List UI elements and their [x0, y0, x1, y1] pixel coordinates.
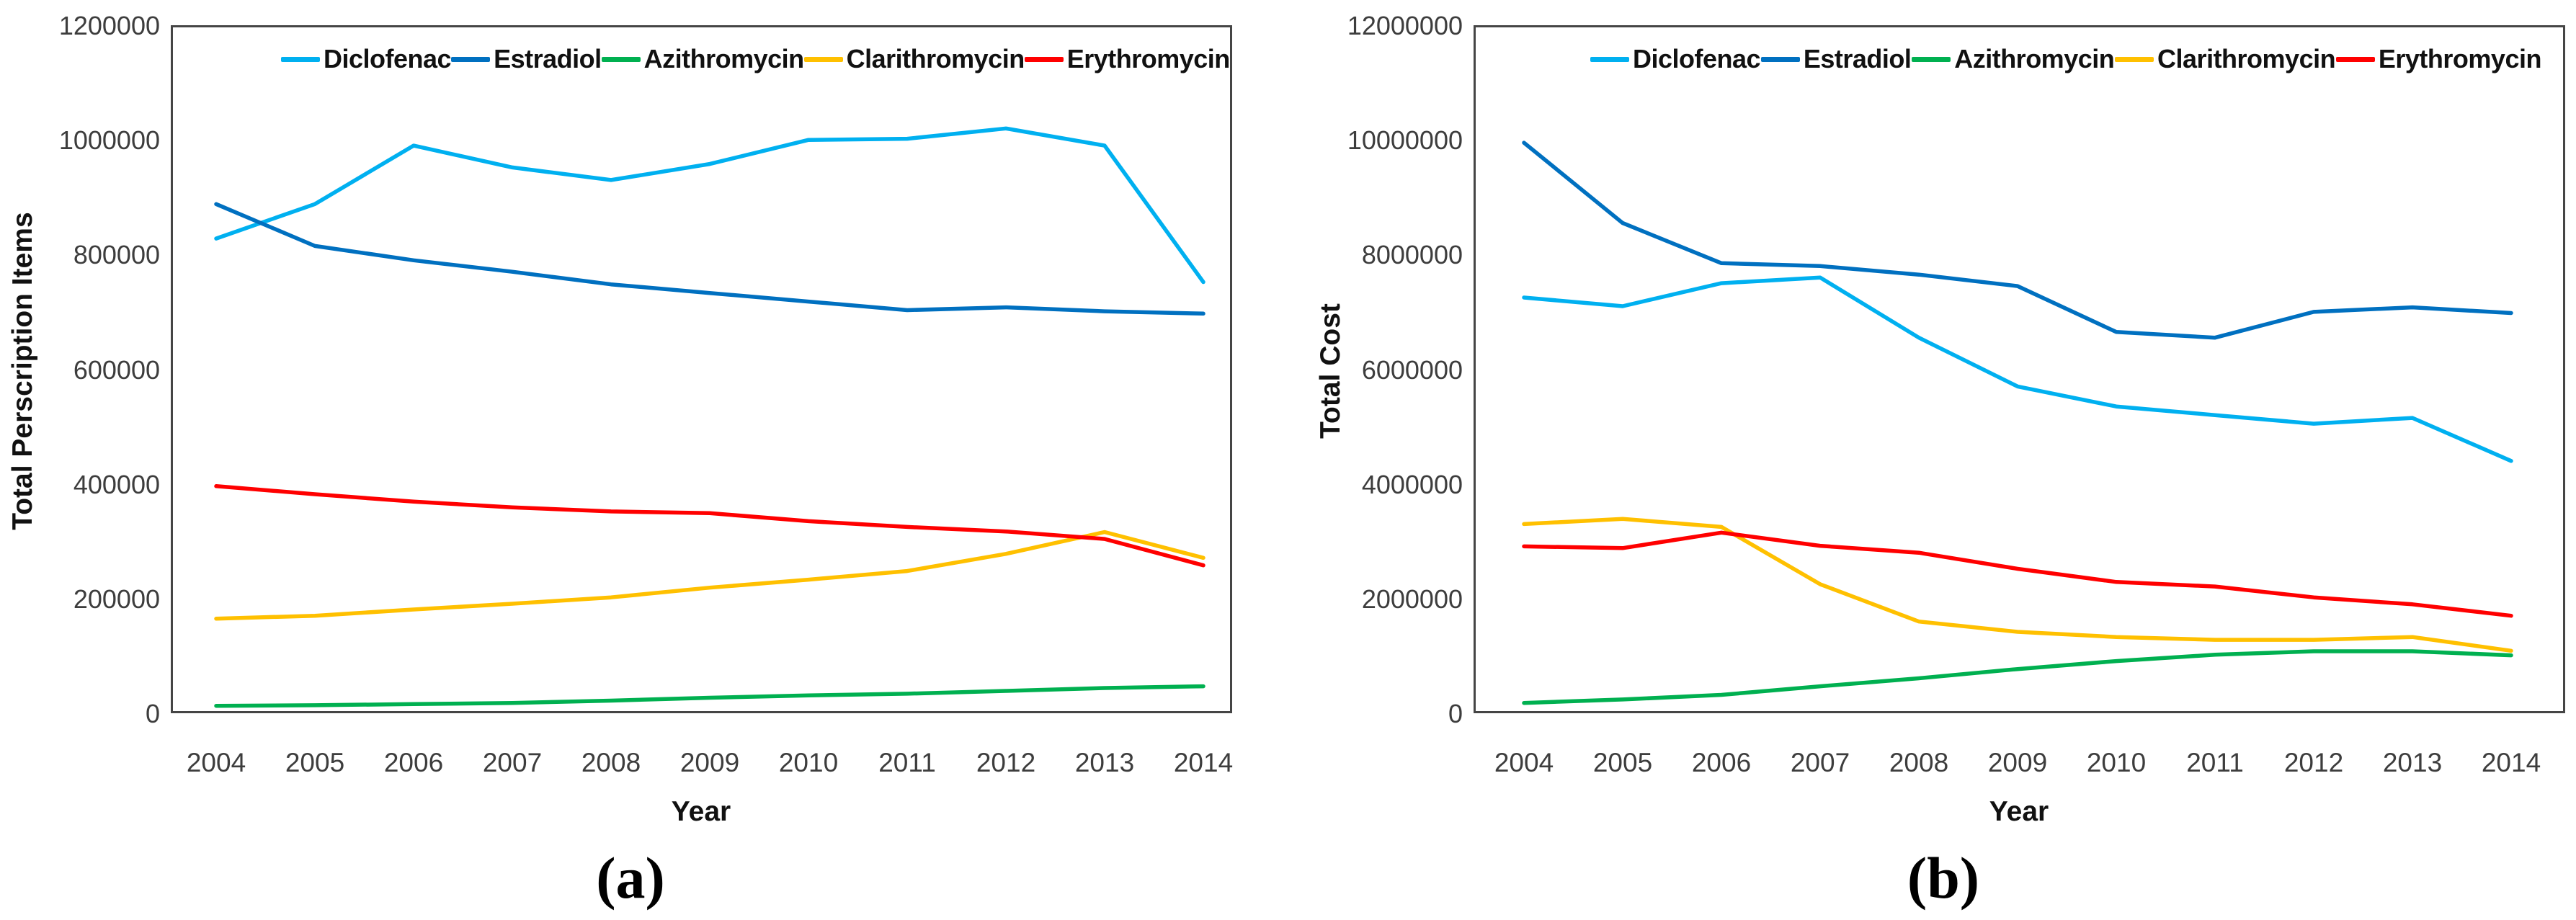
series-line-diclofenac: [1522, 275, 2513, 463]
legend-swatch-estradiol: [451, 56, 491, 62]
x-tick-label: 2005: [1592, 748, 1653, 777]
series-line-estradiol: [214, 202, 1205, 316]
chart-svg-b: [1522, 140, 2513, 705]
legend-item-estradiol: Estradiol: [1760, 44, 1912, 74]
legend-label: Erythromycin: [1066, 44, 1231, 73]
y-tick-label: 800000: [73, 240, 160, 270]
x-tick-label: 2008: [1889, 748, 1949, 777]
y-tick-label: 2000000: [1361, 584, 1463, 614]
y-tick-label: 12000000: [1347, 11, 1463, 40]
x-tick-label: 2009: [1987, 748, 2048, 777]
series-line-azithromycin: [214, 684, 1205, 708]
y-tick-label: 0: [1448, 699, 1463, 728]
legend-swatch-azithromycin: [1912, 56, 1951, 62]
chart-svg-a: [214, 126, 1205, 708]
x-tick-label: 2012: [976, 748, 1036, 777]
legend-swatch-erythromycin: [1024, 56, 1064, 62]
x-tick-label: 2013: [1074, 748, 1135, 777]
x-tick-label: 2010: [2086, 748, 2147, 777]
y-tick-label: 1200000: [58, 11, 160, 40]
x-tick-label: 2004: [1494, 748, 1554, 777]
chart-panel-a: Total Perscription Items Diclofenac Estra…: [7, 11, 1234, 911]
x-tick-label: 2009: [679, 748, 740, 777]
x-tick-label: 2010: [778, 748, 839, 777]
legend-b: Diclofenac Estradiol Azithromycin Clarithro…: [1590, 43, 2541, 75]
x-tick-label: 2006: [1691, 748, 1752, 777]
legend-label: Estradiol: [1803, 44, 1912, 73]
x-tick-label: 2006: [383, 748, 444, 777]
legend-label: Diclofenac: [324, 44, 452, 73]
series-line-clarithromycin: [1522, 517, 2513, 653]
x-tick-label: 2012: [2283, 748, 2344, 777]
x-axis-title-b: Year: [1989, 796, 2049, 827]
y-tick-label: 600000: [73, 354, 160, 385]
legend-swatch-erythromycin: [2335, 56, 2375, 62]
legend-label: Diclofenac: [1633, 44, 1761, 73]
series-line-erythromycin: [214, 484, 1205, 568]
y-tick-label: 0: [145, 699, 160, 728]
legend-item-diclofenac: Diclofenac: [281, 44, 452, 74]
legend-swatch-estradiol: [1760, 56, 1800, 62]
legend-item-clarithromycin: Clarithromycin: [2115, 44, 2336, 74]
legend-item-azithromycin: Azithromycin: [1912, 44, 2115, 74]
legend-label: Clarithromycin: [2157, 44, 2336, 73]
x-tick-label: 2013: [2382, 748, 2443, 777]
x-tick-label: 2005: [285, 748, 345, 777]
series-line-estradiol: [1522, 140, 2513, 340]
legend-item-estradiol: Estradiol: [451, 44, 602, 74]
x-tick-label: 2007: [1790, 748, 1850, 777]
series-line-clarithromycin: [214, 530, 1205, 621]
legend-swatch-diclofenac: [281, 56, 320, 62]
y-tick-label: 4000000: [1361, 469, 1463, 499]
legend-label: Azithromycin: [1954, 44, 2115, 73]
x-tick-label: 2007: [482, 748, 543, 777]
legend-item-erythromycin: Erythromycin: [2335, 44, 2542, 74]
y-tick-label: 6000000: [1361, 354, 1463, 385]
legend-a: Diclofenac Estradiol Azithromycin Clarithro…: [281, 43, 1230, 75]
legend-label: Azithromycin: [643, 44, 805, 73]
y-tick-label: 10000000: [1347, 125, 1463, 156]
x-tick-label: 2014: [1173, 748, 1234, 777]
legend-label: Estradiol: [494, 44, 602, 73]
x-tick-label: 2011: [878, 748, 936, 777]
chart-panel-b: Total Cost Diclofenac Estradiol Azithromyc…: [1288, 0, 2576, 920]
y-tick-label: 400000: [73, 469, 160, 499]
x-tick-label: 2011: [2186, 748, 2244, 777]
legend-item-diclofenac: Diclofenac: [1590, 44, 1761, 74]
caption-a: (a): [596, 845, 665, 911]
legend-swatch-clarithromycin: [2115, 56, 2154, 62]
y-tick-label: 1000000: [58, 125, 160, 156]
y-tick-label: 200000: [73, 584, 160, 614]
legend-swatch-diclofenac: [1590, 56, 1629, 62]
legend-swatch-azithromycin: [601, 56, 641, 62]
legend-label: Erythromycin: [2378, 44, 2542, 73]
series-line-azithromycin: [1522, 649, 2513, 705]
y-tick-label: 8000000: [1361, 240, 1463, 270]
x-axis-title-a: Year: [671, 796, 731, 827]
plot-area-b: [1474, 25, 2565, 713]
x-tick-label: 2008: [581, 748, 641, 777]
caption-b: (b): [1907, 845, 1980, 911]
legend-item-clarithromycin: Clarithromycin: [803, 44, 1025, 74]
x-tick-label: 2004: [186, 748, 246, 777]
series-line-diclofenac: [214, 126, 1205, 285]
plot-area-a: [171, 25, 1232, 713]
legend-label: Clarithromycin: [846, 44, 1025, 73]
legend-item-erythromycin: Erythromycin: [1024, 44, 1231, 74]
x-tick-label: 2014: [2481, 748, 2541, 777]
series-line-erythromycin: [1522, 530, 2513, 618]
legend-swatch-clarithromycin: [803, 56, 843, 62]
legend-item-azithromycin: Azithromycin: [601, 44, 805, 74]
